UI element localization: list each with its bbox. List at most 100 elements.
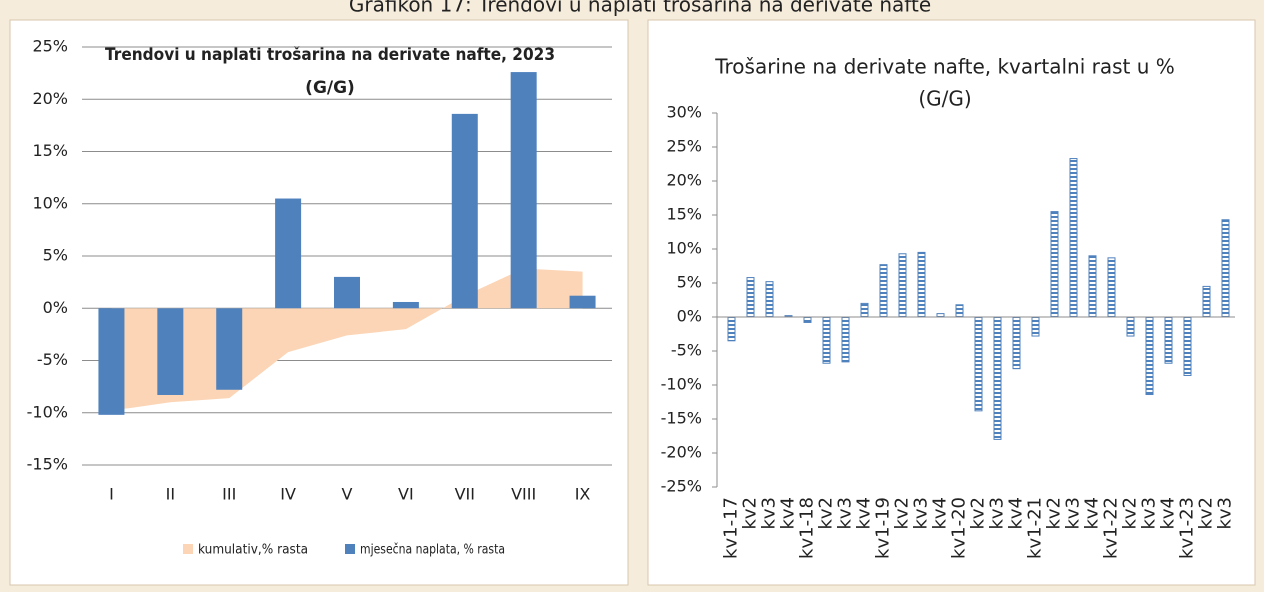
x-tick-label: kv1-20: [949, 497, 970, 559]
y-tick-label: 15%: [666, 205, 702, 224]
bar: [392, 301, 419, 309]
x-tick-label: kv3: [1139, 497, 1160, 530]
chart-title: Trendovi u naplati trošarina na derivate…: [105, 45, 555, 65]
x-tick-label: kv4: [1158, 497, 1179, 530]
bar: [1221, 219, 1230, 318]
bar: [803, 316, 812, 323]
y-tick-label: -15%: [27, 455, 68, 474]
chart-subtitle: (G/G): [918, 87, 971, 111]
x-tick-label: II: [166, 485, 175, 504]
x-tick-label: kv3: [1063, 497, 1084, 530]
bar: [822, 316, 831, 364]
bar: [765, 281, 774, 318]
x-tick-label: kv3: [759, 497, 780, 530]
y-tick-label: -10%: [661, 375, 702, 394]
legend-label: kumulativ,% rasta: [198, 543, 308, 558]
bar: [746, 277, 755, 318]
legend-swatch: [183, 544, 193, 554]
x-tick-label: kv2: [892, 497, 913, 530]
x-tick-label: kv4: [930, 497, 951, 530]
bar: [1088, 255, 1097, 318]
x-tick-label: I: [109, 485, 114, 504]
x-tick-label: kv1-23: [1177, 497, 1198, 559]
bar: [98, 308, 125, 415]
x-tick-label: VI: [398, 485, 414, 504]
bar: [1031, 316, 1040, 337]
bar: [451, 113, 478, 309]
bar: [1183, 316, 1192, 376]
y-tick-label: 30%: [666, 103, 702, 122]
x-tick-label: IV: [280, 485, 296, 504]
y-tick-label: 10%: [32, 193, 68, 212]
bar: [1145, 316, 1154, 396]
y-tick-label: -15%: [661, 409, 702, 428]
x-tick-label: kv1-22: [1101, 497, 1122, 559]
y-tick-label: 15%: [32, 141, 68, 160]
bar: [974, 316, 983, 412]
x-tick-label: III: [222, 485, 236, 504]
chart-title: Trošarine na derivate nafte, kvartalni r…: [714, 55, 1175, 79]
y-tick-label: 20%: [666, 171, 702, 190]
bar: [1202, 285, 1211, 318]
x-tick-label: kv2: [740, 497, 761, 530]
y-tick-label: 5%: [677, 273, 702, 292]
x-tick-label: VIII: [511, 485, 536, 504]
bar: [955, 304, 964, 318]
x-tick-label: V: [342, 485, 353, 504]
y-tick-label: -10%: [27, 402, 68, 421]
y-tick-label: -5%: [671, 341, 702, 360]
y-tick-label: 0%: [677, 307, 702, 326]
bar: [1069, 158, 1078, 318]
bar: [275, 198, 302, 309]
x-tick-label: kv4: [854, 497, 875, 530]
bar: [879, 264, 888, 318]
y-tick-label: -20%: [661, 443, 702, 462]
chart-subtitle: (G/G): [305, 78, 355, 98]
x-tick-label: kv3: [987, 497, 1008, 530]
legend-swatch: [345, 544, 355, 554]
x-tick-label: IX: [575, 485, 591, 504]
x-tick-label: kv3: [835, 497, 856, 530]
x-tick-label: kv2: [1120, 497, 1141, 530]
y-tick-label: 0%: [43, 298, 68, 317]
x-tick-label: kv2: [816, 497, 837, 530]
x-tick-label: VII: [455, 485, 475, 504]
y-tick-label: 5%: [43, 246, 68, 265]
x-tick-label: kv4: [1082, 497, 1103, 530]
bar: [898, 253, 907, 318]
y-tick-label: 25%: [32, 37, 68, 56]
bar: [936, 313, 945, 318]
bar: [860, 302, 869, 318]
bar: [1050, 211, 1059, 318]
y-tick-label: -5%: [37, 350, 68, 369]
bar: [1012, 316, 1021, 370]
bar: [917, 251, 926, 318]
x-tick-label: kv4: [1006, 497, 1027, 530]
bar: [841, 316, 850, 363]
y-tick-label: 10%: [666, 239, 702, 258]
bar: [157, 308, 184, 395]
bar: [1164, 316, 1173, 364]
bar: [569, 295, 596, 309]
x-tick-label: kv2: [1044, 497, 1065, 530]
x-tick-label: kv1-21: [1025, 497, 1046, 559]
bar: [216, 308, 243, 390]
legend-label: mjesečna naplata, % rasta: [360, 543, 505, 558]
x-tick-label: kv2: [968, 497, 989, 530]
x-tick-label: kv3: [1215, 497, 1236, 530]
x-tick-label: kv1-18: [797, 497, 818, 559]
x-tick-label: kv2: [1196, 497, 1217, 530]
bar: [334, 276, 360, 309]
y-tick-label: 25%: [666, 137, 702, 156]
bar: [993, 316, 1002, 440]
caption: Grafikon 17: Trendovi u naplati trošarin…: [349, 0, 931, 17]
x-tick-label: kv1-19: [873, 497, 894, 559]
bar: [510, 72, 537, 309]
x-tick-label: kv4: [778, 497, 799, 530]
x-tick-label: kv3: [911, 497, 932, 530]
y-tick-label: -25%: [661, 477, 702, 496]
bar: [1126, 316, 1135, 337]
bar: [1107, 257, 1116, 318]
